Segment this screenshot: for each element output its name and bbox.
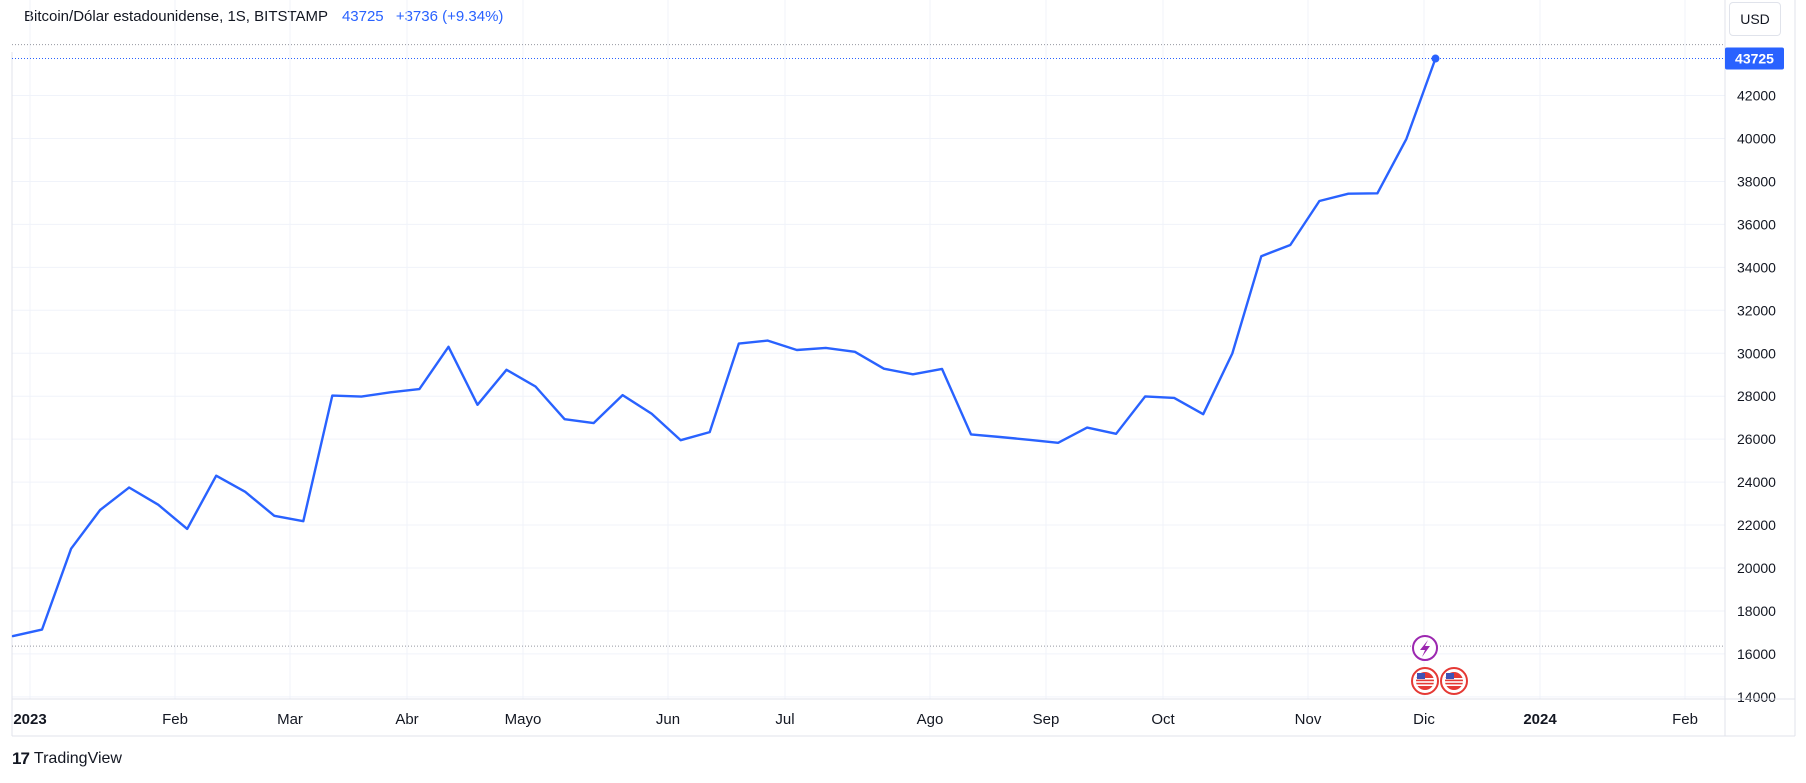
price-change: +3736 (+9.34%) xyxy=(395,8,504,25)
y-tick-label: 36000 xyxy=(1737,216,1776,232)
tradingview-brand-text: TradingView xyxy=(33,750,122,767)
y-tick-label: 30000 xyxy=(1737,345,1776,361)
x-tick-label: Jul xyxy=(775,711,794,728)
y-tick-label: 16000 xyxy=(1737,646,1776,662)
x-tick-label: Sep xyxy=(1033,711,1060,728)
y-tick-label: 26000 xyxy=(1737,431,1776,447)
us-flag-icon-stripe xyxy=(1445,681,1463,683)
y-tick-label: 40000 xyxy=(1737,131,1776,147)
x-tick-label: Jun xyxy=(656,711,680,728)
y-tick-label: 24000 xyxy=(1737,474,1776,490)
x-tick-label: Abr xyxy=(395,711,418,728)
x-tick-label: Mar xyxy=(277,711,303,728)
currency-button[interactable]: USD xyxy=(1729,2,1781,36)
us-flag-icon-stripe xyxy=(1416,684,1434,686)
last-point-marker xyxy=(1431,54,1440,63)
y-tick-label: 34000 xyxy=(1737,259,1776,275)
us-flag-icon-stripe xyxy=(1445,684,1463,686)
y-tick-label: 20000 xyxy=(1737,560,1776,576)
chart-legend: Bitcoin/Dólar estadounidense, 1S, BITSTA… xyxy=(24,8,503,25)
last-price-tag-label: 43725 xyxy=(1735,51,1774,67)
x-tick-label: Nov xyxy=(1295,711,1322,728)
us-flag-icon-canton xyxy=(1446,673,1454,679)
us-flag-icon-canton xyxy=(1417,673,1425,679)
y-tick-label: 18000 xyxy=(1737,603,1776,619)
x-tick-label: Oct xyxy=(1151,711,1175,728)
x-tick-label: Mayo xyxy=(505,711,542,728)
y-tick-label: 28000 xyxy=(1737,388,1776,404)
last-price-tag xyxy=(1725,47,1784,70)
price-series-line[interactable] xyxy=(11,57,1437,638)
lightning-icon-bolt xyxy=(1420,640,1430,657)
symbol-title[interactable]: Bitcoin/Dólar estadounidense, 1S, BITSTA… xyxy=(24,8,328,25)
y-tick-label: 14000 xyxy=(1737,689,1776,705)
x-tick-label: 2023 xyxy=(13,711,46,728)
x-tick-label: Dic xyxy=(1413,711,1435,728)
x-tick-label: Feb xyxy=(1672,711,1698,728)
x-tick-label: Ago xyxy=(917,711,944,728)
y-tick-label: 32000 xyxy=(1737,302,1776,318)
y-tick-label: 42000 xyxy=(1737,88,1776,104)
tradingview-logo-icon: 17 xyxy=(12,749,30,768)
x-tick-label: 2024 xyxy=(1523,711,1557,728)
x-tick-label: Feb xyxy=(162,711,188,728)
tradingview-logo[interactable]: 17 TradingView xyxy=(12,749,122,769)
last-price: 43725 xyxy=(341,8,384,25)
us-flag-icon-stripe xyxy=(1416,681,1434,683)
y-tick-label: 22000 xyxy=(1737,517,1776,533)
y-tick-label: 38000 xyxy=(1737,173,1776,189)
